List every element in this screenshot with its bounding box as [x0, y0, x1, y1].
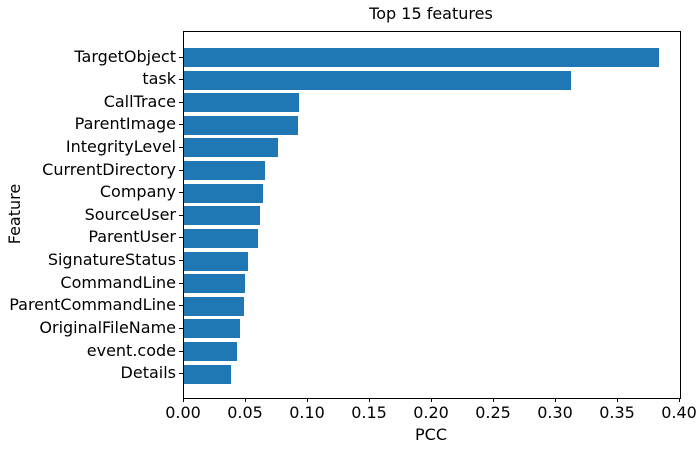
- x-tick-label: 0.40: [661, 403, 697, 422]
- x-tick-mark: [431, 398, 432, 402]
- y-axis-label: Feature: [5, 183, 24, 245]
- x-tick-mark: [183, 398, 184, 402]
- y-tick-mark: [179, 350, 183, 352]
- x-tick-mark: [555, 398, 556, 402]
- bar: [184, 206, 260, 226]
- y-tick-label: SignatureStatus: [47, 250, 176, 270]
- y-tick-label: event.code: [86, 340, 176, 360]
- plot-area: [183, 31, 681, 399]
- x-tick-label: 0.00: [165, 403, 201, 422]
- bar: [184, 251, 249, 271]
- y-tick-label: Details: [120, 363, 176, 383]
- x-tick-label: 0.10: [289, 403, 325, 422]
- y-tick-label: IntegrityLevel: [65, 136, 176, 156]
- y-tick-mark: [179, 260, 183, 262]
- y-tick-label: CallTrace: [103, 91, 176, 111]
- y-tick-label: ParentUser: [88, 227, 176, 247]
- x-tick-mark: [617, 398, 618, 402]
- chart-title: Top 15 features: [369, 4, 493, 23]
- x-tick-mark: [369, 398, 370, 402]
- bar: [184, 70, 571, 90]
- bar: [184, 296, 244, 316]
- bar: [184, 48, 659, 67]
- y-tick-mark: [179, 214, 183, 216]
- x-axis-label: PCC: [415, 425, 447, 444]
- bar: [184, 161, 265, 181]
- x-tick-mark: [245, 398, 246, 402]
- y-tick-label: CurrentDirectory: [42, 159, 176, 179]
- bar: [184, 364, 232, 384]
- y-tick-mark: [179, 146, 183, 148]
- y-tick-label: CommandLine: [60, 272, 176, 292]
- bar: [184, 93, 300, 113]
- y-tick-label: Company: [99, 182, 176, 202]
- y-tick-mark: [179, 305, 183, 307]
- y-tick-label: TargetObject: [74, 46, 176, 66]
- y-tick-mark: [179, 56, 183, 58]
- y-tick-mark: [179, 373, 183, 375]
- bar: [184, 274, 245, 294]
- x-tick-label: 0.35: [599, 403, 635, 422]
- x-tick-label: 0.25: [475, 403, 511, 422]
- y-tick-label: SourceUser: [84, 204, 176, 224]
- y-tick-mark: [179, 282, 183, 284]
- bar: [184, 115, 299, 135]
- x-tick-label: 0.30: [537, 403, 573, 422]
- y-tick-mark: [179, 169, 183, 171]
- y-tick-mark: [179, 124, 183, 126]
- bar: [184, 319, 240, 339]
- x-tick-mark: [679, 398, 680, 402]
- y-tick-label: task: [142, 69, 176, 89]
- x-tick-label: 0.20: [413, 403, 449, 422]
- y-tick-mark: [179, 327, 183, 329]
- x-tick-label: 0.15: [351, 403, 387, 422]
- y-tick-mark: [179, 192, 183, 194]
- y-tick-mark: [179, 101, 183, 103]
- y-tick-label: ParentCommandLine: [9, 295, 176, 315]
- x-tick-label: 0.05: [227, 403, 263, 422]
- bar: [184, 228, 259, 248]
- y-tick-label: OriginalFileName: [39, 317, 176, 337]
- x-tick-mark: [307, 398, 308, 402]
- y-tick-label: ParentImage: [74, 114, 176, 134]
- bar: [184, 342, 238, 362]
- bar: [184, 138, 279, 158]
- y-tick-mark: [179, 79, 183, 81]
- x-tick-mark: [493, 398, 494, 402]
- bar: [184, 183, 264, 203]
- y-tick-mark: [179, 237, 183, 239]
